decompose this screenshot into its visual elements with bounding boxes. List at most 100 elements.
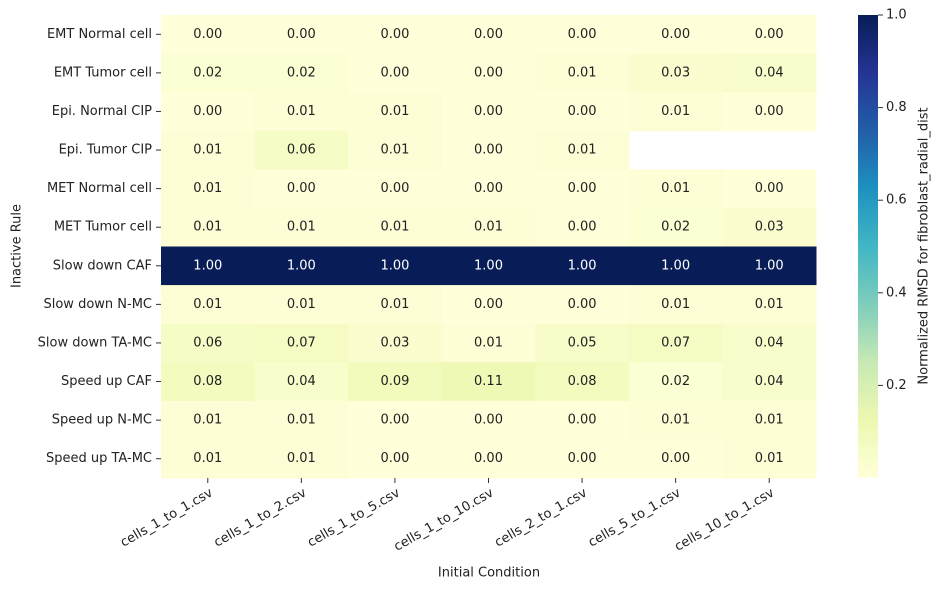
heatmap-cell — [254, 400, 349, 440]
heatmap-cell — [254, 207, 349, 247]
cell-label: 0.07 — [661, 335, 690, 350]
colorbar-tick-label: 0.2 — [886, 378, 907, 393]
heatmap-cell — [161, 92, 256, 132]
cell-label: 0.00 — [661, 451, 690, 466]
cell-label: 0.00 — [568, 451, 597, 466]
y-tick-label: Epi. Normal CIP — [52, 104, 152, 119]
cell-label: 0.00 — [287, 27, 316, 42]
cell-label: 0.00 — [474, 104, 503, 119]
heatmap-cell — [722, 53, 817, 93]
heatmap-cell — [441, 246, 536, 286]
heatmap-cell — [348, 285, 443, 325]
heatmap-cell — [348, 169, 443, 209]
y-tick-label: MET Tumor cell — [54, 220, 152, 235]
cell-label: 0.00 — [193, 104, 222, 119]
heatmap-cell — [722, 15, 817, 55]
cell-label: 0.06 — [193, 335, 222, 350]
cell-label: 0.00 — [755, 181, 784, 196]
heatmap-cell — [161, 439, 256, 479]
colorbar-tick-label: 1.0 — [886, 8, 907, 23]
cell-label: 0.01 — [380, 143, 409, 158]
heatmap-cell — [441, 53, 536, 93]
heatmap-cell — [535, 92, 630, 132]
cell-label: 0.03 — [380, 335, 409, 350]
x-tick-label: cells_10_to_1.csv — [672, 485, 777, 554]
heatmap-cell — [441, 92, 536, 132]
cell-label: 0.01 — [193, 297, 222, 312]
heatmap-cell — [348, 323, 443, 363]
cell-label: 0.00 — [380, 65, 409, 80]
cell-label: 0.01 — [193, 413, 222, 428]
cell-label: 0.01 — [661, 297, 690, 312]
heatmap-cell — [722, 246, 817, 286]
cell-label: 0.00 — [474, 451, 503, 466]
y-tick-label: EMT Normal cell — [47, 27, 152, 42]
cell-label: 0.04 — [755, 65, 784, 80]
heatmap-cell — [441, 169, 536, 209]
heatmap-cell — [722, 439, 817, 479]
cell-label: 0.01 — [380, 297, 409, 312]
x-tick-label: cells_2_to_1.csv — [492, 485, 590, 550]
cell-label: 0.02 — [661, 220, 690, 235]
cell-label: 0.00 — [380, 27, 409, 42]
heatmap-cell — [348, 15, 443, 55]
heatmap-cell — [161, 130, 256, 170]
cell-label: 0.03 — [755, 220, 784, 235]
heatmap-cell — [348, 92, 443, 132]
heatmap-cell — [722, 169, 817, 209]
cell-label: 0.01 — [568, 65, 597, 80]
cell-label: 0.01 — [661, 413, 690, 428]
heatmap-cell — [535, 285, 630, 325]
heatmap-cell — [348, 53, 443, 93]
cell-label: 0.00 — [193, 27, 222, 42]
heatmap-cell — [535, 207, 630, 247]
heatmap-cell — [348, 207, 443, 247]
cell-label: 1.00 — [193, 258, 222, 273]
cell-label: 0.01 — [287, 413, 316, 428]
heatmap-cell — [628, 285, 723, 325]
y-tick-label: Speed up CAF — [61, 374, 152, 389]
cell-label: 0.11 — [474, 374, 503, 389]
heatmap-cell — [254, 246, 349, 286]
heatmap-cell — [535, 323, 630, 363]
heatmap-cell — [348, 130, 443, 170]
heatmap-cell — [628, 169, 723, 209]
colorbar-tick-label: 0.4 — [886, 285, 907, 300]
cell-label: 0.01 — [193, 451, 222, 466]
cell-label: 0.01 — [474, 220, 503, 235]
heatmap-cell — [441, 400, 536, 440]
heatmap-cell — [161, 169, 256, 209]
y-tick-label: Speed up TA-MC — [46, 451, 152, 466]
cell-label: 0.01 — [380, 220, 409, 235]
heatmap-cell — [161, 246, 256, 286]
cell-label: 0.00 — [474, 65, 503, 80]
cell-label: 0.01 — [755, 413, 784, 428]
colorbar-tick-label: 0.6 — [886, 193, 907, 208]
cell-label: 0.05 — [568, 335, 597, 350]
y-tick-label: Speed up N-MC — [52, 413, 152, 428]
y-tick-label: Epi. Tumor CIP — [59, 143, 153, 158]
heatmap-cell — [348, 246, 443, 286]
heatmap-cell — [441, 362, 536, 402]
cell-label: 0.01 — [193, 143, 222, 158]
cell-label: 0.08 — [568, 374, 597, 389]
heatmap-cell — [254, 130, 349, 170]
cell-label: 1.00 — [380, 258, 409, 273]
heatmap-cell — [535, 246, 630, 286]
cell-label: 0.02 — [287, 65, 316, 80]
cell-label: 0.09 — [380, 374, 409, 389]
heatmap-cell — [161, 53, 256, 93]
heatmap-cell — [722, 92, 817, 132]
heatmap-cell — [535, 169, 630, 209]
x-tick-label: cells_1_to_2.csv — [212, 485, 310, 550]
heatmap-cell — [441, 439, 536, 479]
cell-label: 0.00 — [568, 413, 597, 428]
x-tick-label: cells_1_to_1.csv — [118, 485, 216, 550]
heatmap-cell — [348, 439, 443, 479]
y-axis-label: Inactive Rule — [10, 204, 25, 288]
cell-label: 0.00 — [568, 104, 597, 119]
cell-label: 1.00 — [661, 258, 690, 273]
heatmap-cell — [628, 362, 723, 402]
cell-label: 0.02 — [661, 374, 690, 389]
